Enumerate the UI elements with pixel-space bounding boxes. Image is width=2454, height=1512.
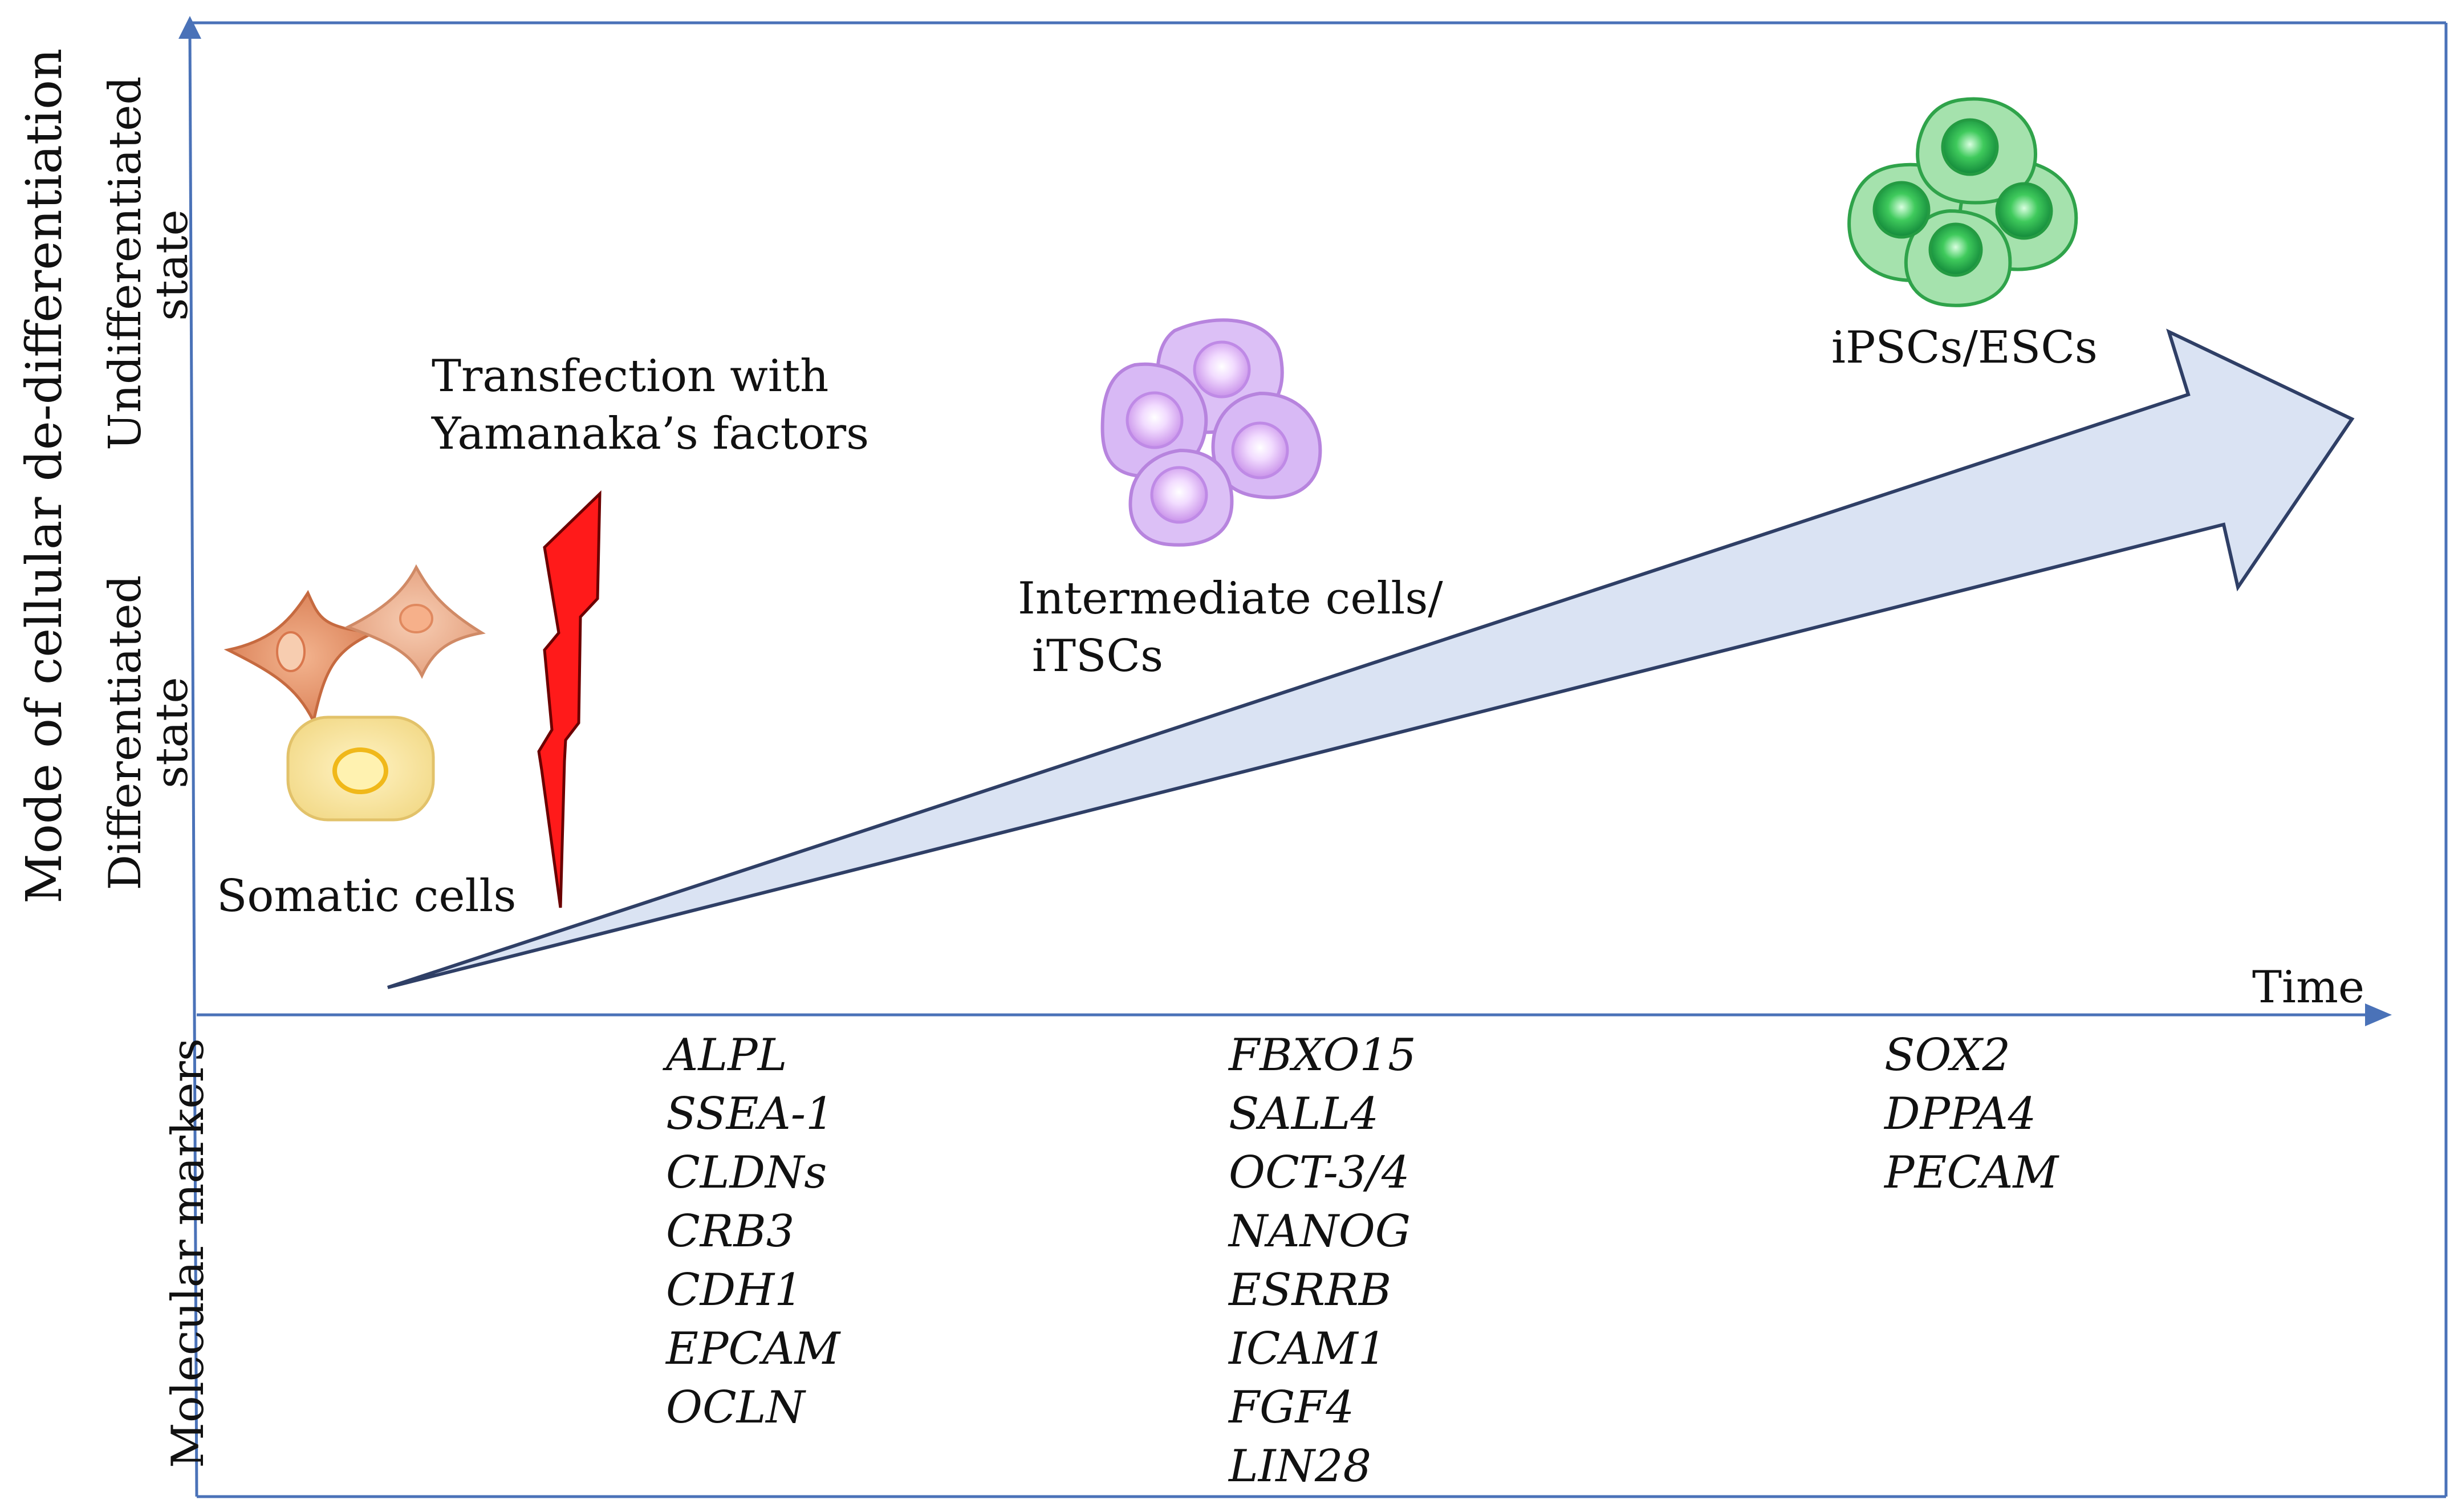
marker-gene: ICAM1 bbox=[1229, 1323, 1387, 1375]
marker-gene: OCLN bbox=[666, 1382, 805, 1433]
marker-gene: ALPL bbox=[666, 1030, 787, 1081]
marker-gene: CLDNs bbox=[666, 1147, 827, 1198]
pluripotent-cells-illustration bbox=[1847, 97, 2078, 307]
x-axis bbox=[197, 1003, 2392, 1026]
marker-gene: SSEA-1 bbox=[666, 1088, 834, 1140]
y-axis-arrowhead bbox=[178, 16, 201, 39]
lightning-bolt-icon bbox=[537, 490, 602, 908]
markers-early-column: ALPL SSEA-1 CLDNs CRB3 CDH1 EPCAM OCLN bbox=[666, 1026, 840, 1437]
markers-axis-label: Molecular markers bbox=[162, 1038, 214, 1468]
marker-gene: EPCAM bbox=[666, 1323, 840, 1375]
intermediate-cells-label: Intermediate cells/ iTSCs bbox=[1018, 573, 1443, 682]
y-axis-top-state-label: Undifferentiated state bbox=[100, 76, 198, 450]
marker-gene: DPPA4 bbox=[1884, 1088, 2037, 1140]
marker-gene: OCT-3/4 bbox=[1229, 1147, 1410, 1198]
marker-gene: CDH1 bbox=[666, 1265, 803, 1316]
transfection-label: Transfection with Yamanaka’s factors bbox=[432, 351, 870, 460]
marker-gene: SOX2 bbox=[1884, 1030, 2011, 1081]
intermediate-cells-illustration bbox=[1100, 318, 1322, 547]
marker-gene: CRB3 bbox=[666, 1206, 795, 1257]
somatic-cells-illustration bbox=[224, 564, 486, 822]
markers-late-column: SOX2 DPPA4 PECAM bbox=[1884, 1026, 2058, 1202]
y-axis-label: Mode of cellular de-differentiation bbox=[16, 48, 73, 904]
frame bbox=[190, 21, 2448, 1498]
markers-intermediate-column: FBXO15 SALL4 OCT-3/4 NANOG ESRRB ICAM1 FGF4 LIN… bbox=[1229, 1026, 1416, 1496]
x-axis-arrowhead bbox=[2365, 1003, 2392, 1026]
y-axis-bottom-state-label: Differentiated state bbox=[100, 575, 198, 891]
marker-gene: FBXO15 bbox=[1229, 1030, 1416, 1081]
progression-arrow bbox=[387, 328, 2355, 989]
marker-gene: FGF4 bbox=[1229, 1382, 1355, 1433]
y-axis bbox=[178, 16, 201, 1497]
marker-gene: LIN28 bbox=[1229, 1441, 1372, 1492]
marker-gene: ESRRB bbox=[1229, 1265, 1392, 1316]
somatic-cells-label: Somatic cells bbox=[217, 871, 517, 922]
x-axis-label: Time bbox=[2252, 962, 2365, 1013]
marker-gene: SALL4 bbox=[1229, 1088, 1379, 1140]
marker-gene: NANOG bbox=[1229, 1206, 1411, 1257]
marker-gene: PECAM bbox=[1884, 1147, 2059, 1198]
pluripotent-cells-label: iPSCs/ESCs bbox=[1831, 322, 2098, 373]
